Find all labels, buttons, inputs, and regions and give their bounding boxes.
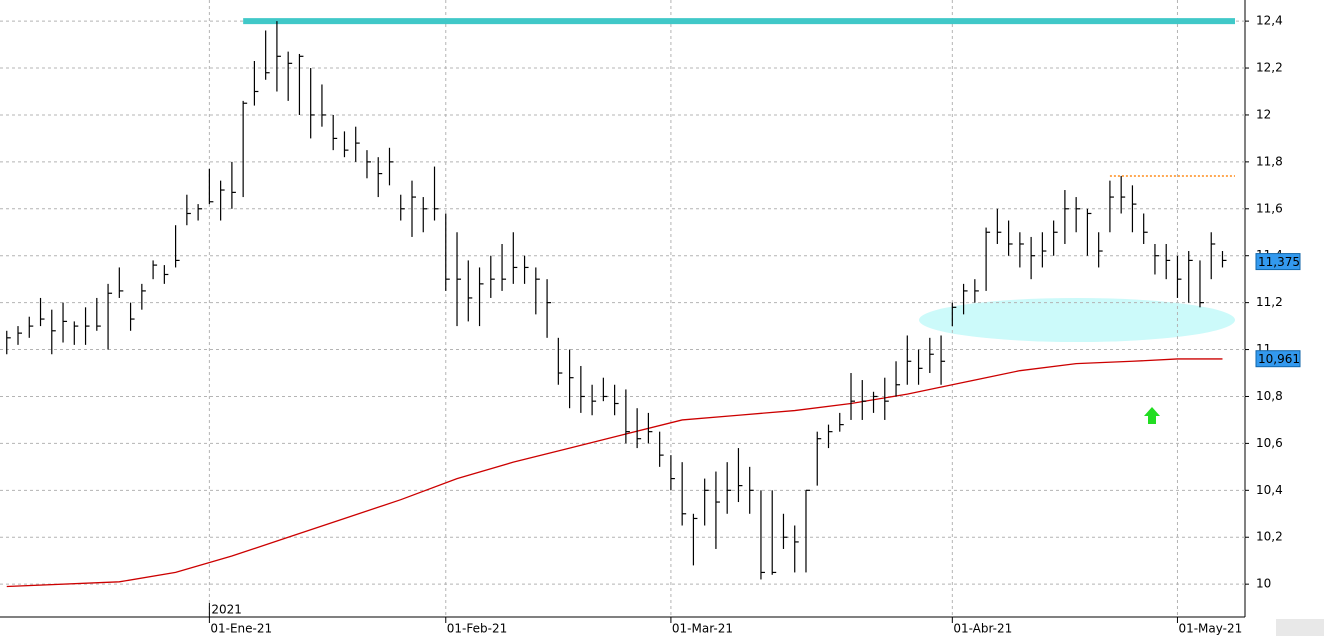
- support-zone: [919, 298, 1235, 342]
- y-tick-label: 12,4: [1256, 14, 1283, 28]
- y-tick-label: 10,8: [1256, 389, 1283, 403]
- x-tick-label: 01-May-21: [1178, 622, 1242, 636]
- up-arrow: [1144, 407, 1160, 424]
- price-tag-label: 11,375: [1258, 255, 1300, 269]
- y-tick-label: 12: [1256, 107, 1271, 121]
- y-tick-label: 10: [1256, 577, 1271, 591]
- price-tag-label: 10,961: [1258, 352, 1300, 366]
- toolbar-icons[interactable]: [1276, 619, 1324, 636]
- x-tick-label: 01-Feb-21: [447, 622, 507, 636]
- y-tick-label: 12,2: [1256, 61, 1283, 75]
- y-tick-label: 10,4: [1256, 483, 1283, 497]
- price-tag: [1255, 350, 1301, 368]
- x-tick-label: 01-Abr-21: [953, 622, 1012, 636]
- y-tick-label: 11,8: [1256, 154, 1283, 168]
- year-label: 2021: [211, 603, 242, 617]
- price-tag: [1255, 253, 1301, 271]
- x-tick-label: 01-Mar-21: [672, 622, 733, 636]
- y-tick-label: 10,2: [1256, 530, 1283, 544]
- x-tick-label: 01-Ene-21: [210, 622, 272, 636]
- y-tick-label: 10,6: [1256, 436, 1283, 450]
- moving-average: [6, 358, 1223, 588]
- y-tick-label: 11,6: [1256, 201, 1283, 215]
- y-tick-label: 11,2: [1256, 295, 1283, 309]
